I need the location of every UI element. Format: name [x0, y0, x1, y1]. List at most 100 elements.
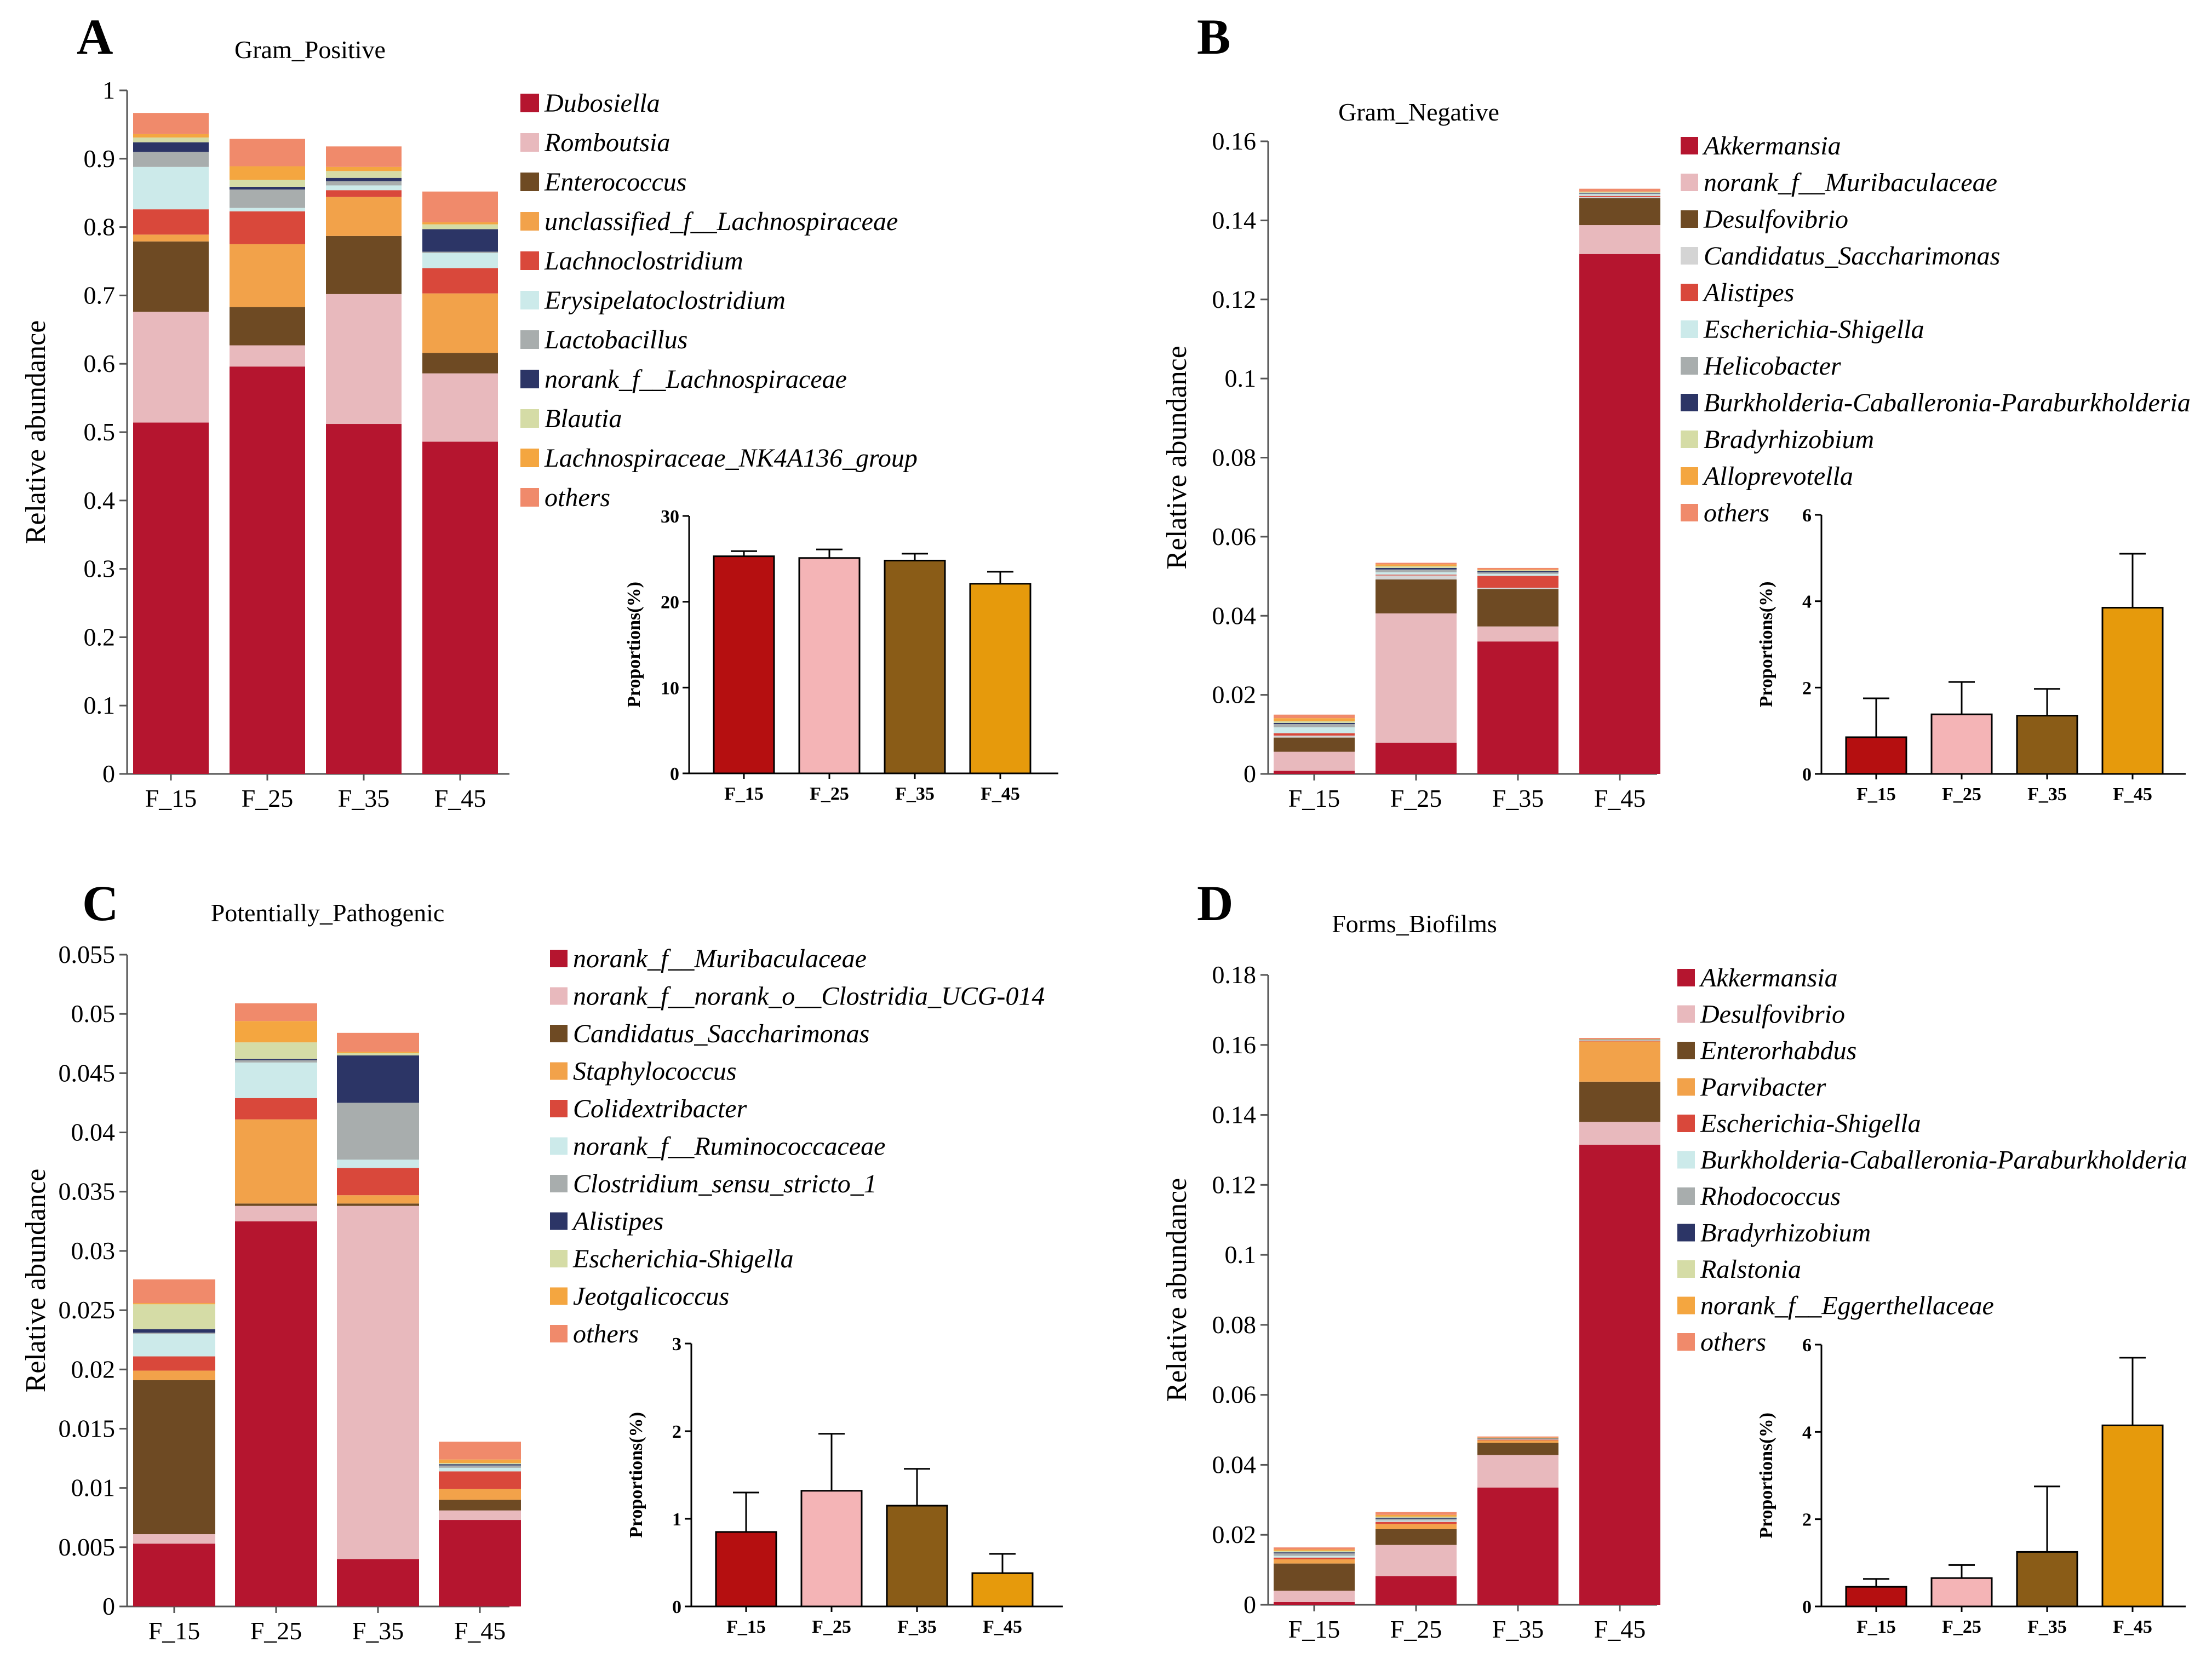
b-bar-segment	[1579, 196, 1660, 197]
c-y-tick-label: 0.015	[59, 1414, 116, 1442]
d-bar-segment	[1579, 1040, 1660, 1041]
d-inset-y-tick-label: 6	[1802, 1335, 1812, 1356]
a-bar-segment	[422, 253, 498, 268]
b-y-tick-label: 0.08	[1212, 444, 1257, 472]
a-bar-segment	[326, 146, 402, 167]
d-bar-segment	[1274, 1556, 1355, 1558]
d-y-tick-label: 0.16	[1212, 1031, 1257, 1059]
c-bar-segment	[439, 1442, 521, 1460]
a-y-axis-label: Relative abundance	[20, 320, 51, 544]
a-bar-segment	[326, 190, 402, 197]
a-legend-swatch	[520, 291, 539, 309]
c-y-axis-label: Relative abundance	[20, 1169, 51, 1393]
d-bar-segment	[1274, 1602, 1355, 1605]
d-y-tick-label: 0.04	[1212, 1450, 1257, 1478]
a-bar-segment	[133, 142, 209, 152]
a-bar-segment	[422, 268, 498, 294]
c-bar-segment	[133, 1334, 215, 1357]
b-bar-segment	[1579, 193, 1660, 194]
a-y-tick-label: 0.7	[84, 281, 116, 309]
d-legend-swatch	[1677, 1333, 1695, 1351]
a-bar-segment	[422, 293, 498, 353]
d-bar-segment	[1376, 1517, 1457, 1519]
b-bar-segment	[1376, 569, 1457, 572]
b-legend-label: others	[1704, 498, 1769, 527]
a-legend-label: Lachnoclostridium	[544, 246, 743, 276]
b-inset-x-tick-label: F_25	[1942, 784, 1981, 805]
d-legend-swatch	[1677, 1260, 1695, 1278]
d-bar-segment	[1477, 1443, 1558, 1455]
a-bar-segment	[326, 185, 402, 191]
b-bar-segment	[1477, 576, 1558, 588]
d-bar-segment	[1477, 1439, 1558, 1440]
a-bar-segment	[326, 171, 402, 178]
d-bar-segment	[1579, 1041, 1660, 1082]
a-inset-y-tick-label: 10	[661, 678, 679, 698]
c-bar-segment	[337, 1160, 419, 1168]
c-legend-label: Escherichia-Shigella	[572, 1244, 794, 1273]
b-x-tick-label: F_35	[1492, 784, 1544, 812]
a-legend-swatch	[520, 173, 539, 191]
d-bar-segment	[1579, 1144, 1660, 1605]
a-y-tick-label: 1	[102, 76, 115, 104]
b-legend-swatch	[1681, 431, 1698, 448]
b-bar-segment	[1274, 771, 1355, 774]
c-legend-label: norank_f__Muribaculaceae	[573, 944, 867, 973]
c-x-tick-label: F_15	[148, 1617, 200, 1645]
b-legend-swatch	[1681, 174, 1698, 191]
a-bar-segment	[326, 167, 402, 171]
c-inset-y-tick-label: 1	[672, 1509, 681, 1530]
a-y-tick-label: 0	[102, 760, 115, 788]
c-x-tick-label: F_45	[454, 1617, 506, 1645]
b-bar-segment	[1477, 589, 1558, 627]
d-bar-segment	[1376, 1514, 1457, 1517]
b-bar-segment	[1477, 570, 1558, 571]
d-bar-segment	[1376, 1545, 1457, 1576]
d-bar-segment	[1274, 1563, 1355, 1591]
c-legend-swatch	[550, 1137, 568, 1155]
a-bar-segment	[133, 312, 209, 423]
a-inset-bar	[884, 559, 946, 774]
c-legend-label: Colidextribacter	[573, 1094, 747, 1123]
b-bar-segment	[1477, 626, 1558, 642]
c-inset-x-tick-label: F_35	[897, 1617, 937, 1637]
c-y-tick-label: 0.05	[71, 1000, 116, 1028]
b-legend-label: Helicobacter	[1703, 352, 1841, 381]
c-legend-label: norank_f__norank_o__Clostridia_UCG-014	[573, 982, 1045, 1011]
c-y-tick-label: 0.01	[71, 1474, 116, 1502]
a-bar-segment	[326, 424, 402, 774]
d-bar-segment	[1274, 1552, 1355, 1554]
d-bar-segment	[1477, 1438, 1558, 1439]
c-legend-swatch	[550, 1100, 568, 1117]
d-inset-y-tick-label: 4	[1802, 1422, 1812, 1443]
d-legend-label: Enterorhabdus	[1700, 1036, 1856, 1065]
b-legend-swatch	[1681, 467, 1698, 485]
a-inset-bar	[713, 555, 775, 774]
b-inset-y-tick-label: 2	[1802, 678, 1812, 698]
a-bar-segment	[133, 167, 209, 210]
b-bar-segment	[1376, 613, 1457, 743]
b-bar-segment	[1376, 575, 1457, 579]
a-bar-segment	[230, 307, 305, 346]
c-inset-bar	[715, 1531, 777, 1608]
b-legend-label: Candidatus_Saccharimonas	[1704, 242, 2000, 271]
a-legend-swatch	[520, 251, 539, 270]
b-bar-segment	[1579, 197, 1660, 198]
d-bar-segment	[1274, 1551, 1355, 1553]
c-legend-label: Staphylococcus	[573, 1057, 737, 1086]
a-x-tick-label: F_45	[434, 784, 486, 812]
c-bar-segment	[235, 1060, 317, 1063]
d-inset-bar	[1845, 1586, 1907, 1608]
c-bar-segment	[133, 1333, 215, 1334]
a-legend-label: others	[545, 483, 610, 512]
c-bar-segment	[337, 1052, 419, 1053]
panel-letter-d: D	[1197, 875, 1233, 931]
b-legend-swatch	[1681, 394, 1698, 411]
a-y-tick-label: 0.3	[84, 555, 116, 583]
b-bar-segment	[1579, 194, 1660, 196]
a-x-tick-label: F_35	[338, 784, 390, 812]
a-legend-label: Lactobacillus	[544, 325, 687, 354]
b-y-axis-label: Relative abundance	[1161, 346, 1193, 570]
d-bar-segment	[1477, 1440, 1558, 1443]
c-y-tick-label: 0.045	[59, 1059, 116, 1087]
